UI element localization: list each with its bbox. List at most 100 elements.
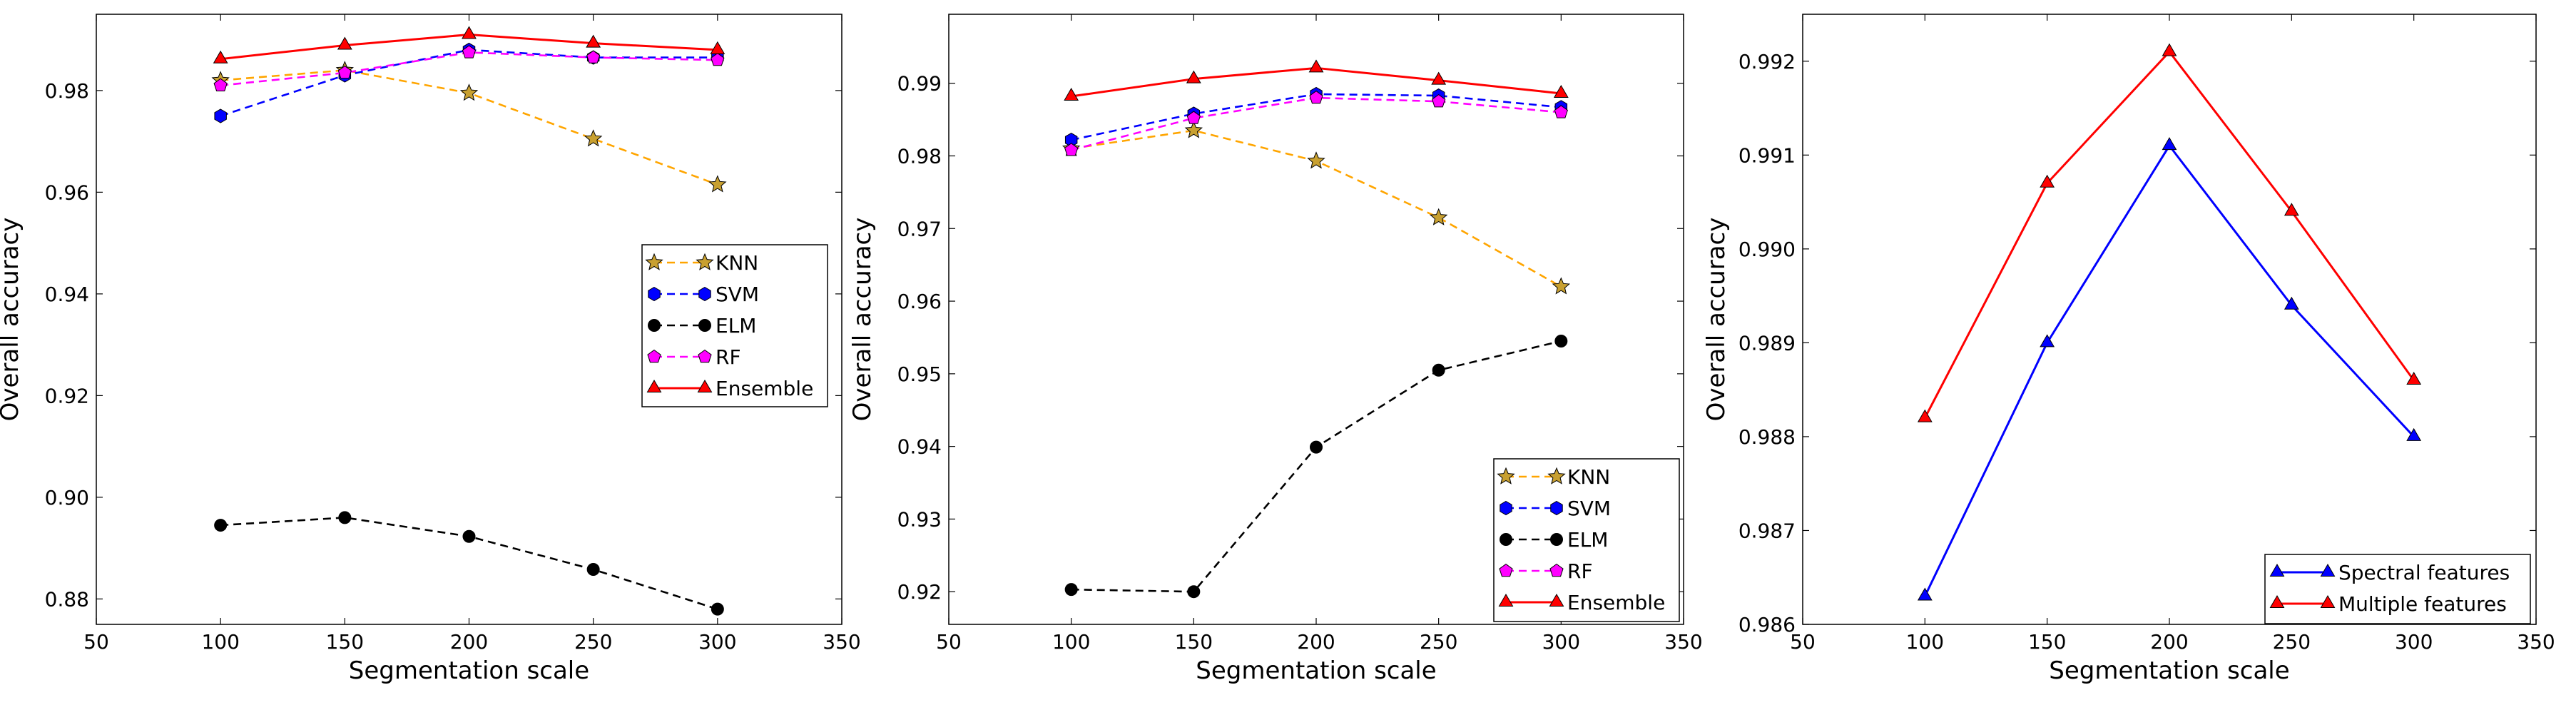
data-point — [462, 26, 477, 39]
x-axis-label: Segmentation scale — [1196, 656, 1436, 685]
x-tick-label: 150 — [2028, 630, 2066, 654]
data-point — [1309, 90, 1323, 104]
legend: Spectral features Multiple features — [2264, 554, 2531, 624]
data-point — [2040, 334, 2055, 348]
data-point — [1554, 335, 1568, 348]
data-point — [586, 563, 600, 577]
legend-marker — [1499, 563, 1513, 577]
legend-marker — [698, 349, 712, 363]
legend-marker — [647, 349, 661, 363]
data-point — [2284, 203, 2299, 216]
series-multiple-features — [1917, 43, 2422, 422]
data-point — [2406, 371, 2422, 385]
series-elm — [1064, 335, 1568, 599]
x-tick-label: 200 — [450, 630, 488, 654]
x-tick-label: 250 — [574, 630, 612, 654]
legend-marker — [2269, 595, 2285, 608]
data-point — [1554, 105, 1568, 118]
data-point — [2162, 43, 2177, 56]
x-tick-label: 50 — [936, 630, 962, 654]
legend-label: SVM — [1567, 497, 1611, 520]
y-tick-label: 0.94 — [897, 435, 942, 459]
data-point — [1307, 151, 1325, 169]
legend-marker — [1500, 500, 1512, 516]
data-point — [1186, 111, 1201, 124]
x-tick-label: 100 — [1906, 630, 1944, 654]
legend-label: KNN — [1567, 465, 1610, 489]
data-point — [337, 36, 352, 50]
series-elm — [214, 511, 724, 616]
y-axis-label: Overall accuracy — [848, 218, 877, 422]
data-point — [213, 78, 228, 91]
y-tick-label: 0.96 — [45, 181, 89, 204]
legend-label: ELM — [716, 314, 756, 338]
legend-marker — [1549, 563, 1564, 577]
data-point — [462, 529, 476, 543]
y-tick-label: 0.98 — [897, 144, 942, 168]
data-point — [584, 129, 603, 147]
data-point — [462, 45, 477, 59]
data-point — [214, 519, 228, 532]
x-tick-label: 200 — [2150, 630, 2188, 654]
legend-label: RF — [1567, 559, 1593, 583]
series-spectral-features — [1917, 137, 2422, 601]
y-tick-label: 0.98 — [45, 79, 89, 103]
data-point — [586, 34, 601, 48]
data-point — [1430, 208, 1448, 225]
data-point — [711, 602, 724, 616]
data-point — [1186, 70, 1201, 83]
legend-marker — [1550, 533, 1563, 546]
legend-marker — [697, 380, 713, 392]
legend-label: Ensemble — [716, 377, 813, 400]
data-point — [2284, 296, 2299, 310]
x-tick-label: 100 — [1052, 630, 1090, 654]
data-point — [2040, 174, 2055, 188]
y-tick-label: 0.992 — [1738, 50, 1796, 73]
data-point — [1187, 585, 1201, 599]
x-tick-label: 250 — [1420, 630, 1457, 654]
legend-marker — [1547, 467, 1566, 485]
legend-marker — [1498, 594, 1514, 607]
legend-box — [2264, 554, 2531, 624]
x-tick-label: 150 — [326, 630, 364, 654]
data-point — [1308, 59, 1324, 73]
y-tick-label: 0.88 — [45, 587, 89, 611]
plot-frame — [1802, 14, 2537, 625]
legend-label: RF — [716, 345, 741, 369]
legend-marker — [1500, 533, 1512, 546]
y-tick-label: 0.95 — [897, 362, 942, 386]
chart-panel-1: 50 100 150 200 250 300 350 0.88 0.90 0.92 0.94 0.96… — [0, 14, 861, 685]
legend-label: Ensemble — [1567, 591, 1665, 614]
legend-marker — [698, 319, 711, 332]
legend-marker — [646, 380, 662, 392]
y-tick-label: 0.93 — [897, 507, 942, 531]
x-tick-label: 150 — [1175, 630, 1213, 654]
data-point — [1553, 84, 1569, 98]
legend: KNN SVM ELM RF Ensemble — [641, 244, 828, 407]
data-point — [1064, 583, 1078, 597]
legend-marker — [2269, 564, 2285, 577]
legend-marker — [1549, 594, 1564, 607]
y-tick-label: 0.986 — [1738, 613, 1796, 636]
series-rf — [1064, 90, 1568, 156]
y-tick-label: 0.990 — [1738, 238, 1796, 261]
x-axis-label: Segmentation scale — [349, 656, 589, 685]
legend-label: Spectral features — [2338, 561, 2510, 584]
data-point — [1064, 143, 1079, 156]
data-point — [1917, 409, 1933, 422]
legend-marker — [698, 286, 711, 302]
data-point — [1310, 440, 1323, 454]
data-point — [1184, 121, 1203, 138]
legend-label: KNN — [716, 251, 758, 275]
data-point — [1432, 94, 1446, 108]
x-tick-label: 300 — [698, 630, 736, 654]
y-tick-label: 0.90 — [45, 486, 89, 509]
legend-label: ELM — [1567, 528, 1608, 552]
data-point — [2406, 427, 2422, 441]
y-tick-label: 0.99 — [897, 72, 942, 96]
legend-marker — [696, 253, 714, 270]
data-point — [338, 511, 352, 524]
chart-panel-3: 50 100 150 200 250 300 350 0.986 0.987 0.988 0.989… — [1702, 14, 2555, 685]
data-point — [1432, 363, 1445, 377]
